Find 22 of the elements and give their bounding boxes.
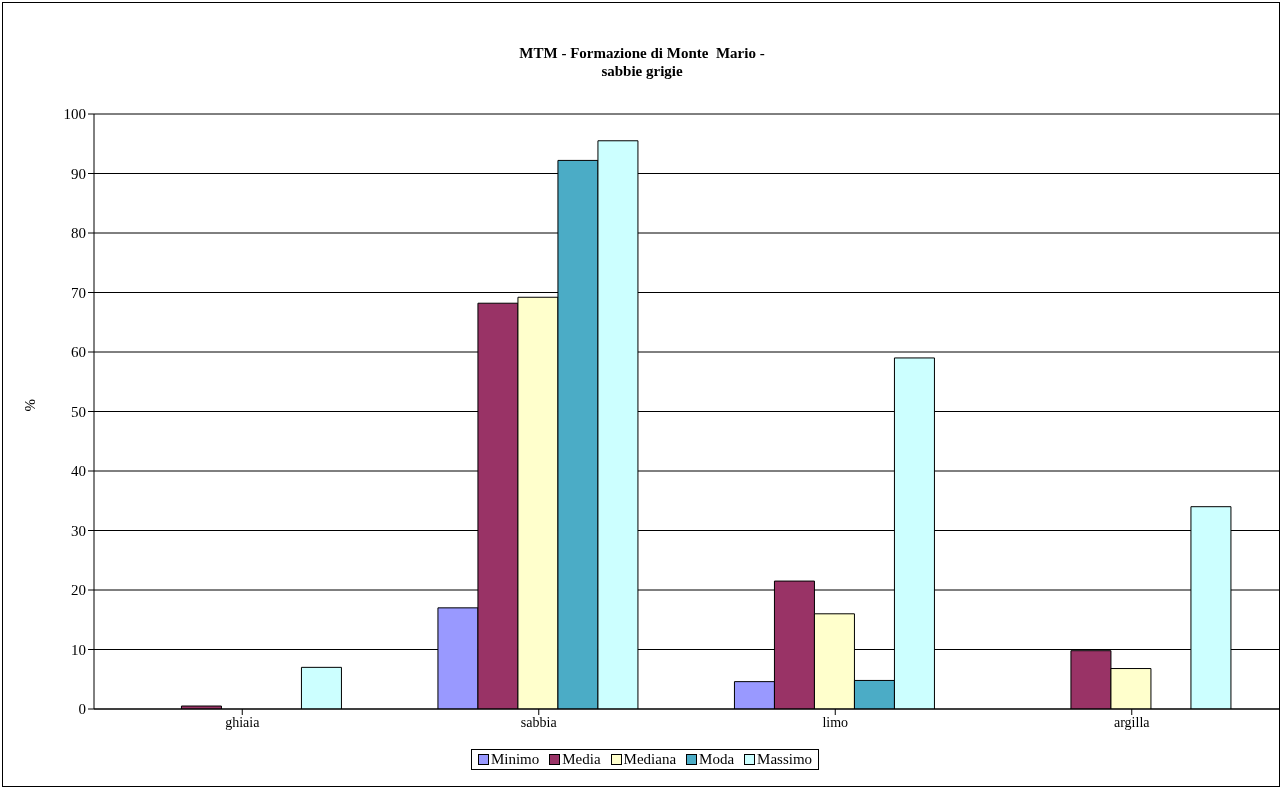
x-tick-label: limo (822, 714, 849, 730)
y-tick-label: 80 (71, 225, 86, 242)
legend-label: Media (561, 751, 601, 768)
y-tick-label: 40 (71, 463, 86, 480)
x-tick-label: sabbia (520, 714, 558, 730)
x-tick-label: ghiaia (225, 714, 261, 730)
chart-title: MTM - Formazione di Monte Mario - sabbie grigie (518, 44, 766, 80)
y-tick-label: 100 (63, 106, 86, 123)
y-tick-label: 20 (71, 582, 86, 599)
y-axis-title: % (22, 399, 39, 412)
x-tick-label: argilla (1113, 714, 1151, 730)
y-tick-label: 70 (71, 284, 86, 301)
y-tick-label: 90 (71, 165, 86, 182)
y-tick-label: 0 (78, 701, 86, 718)
legend-label: Massimo (756, 751, 813, 768)
legend-label: Mediana (622, 751, 677, 768)
y-tick-label: 60 (71, 344, 86, 361)
y-tick-label: 10 (71, 641, 86, 658)
legend-label: Moda (698, 751, 735, 768)
y-tick-label: 30 (71, 522, 86, 539)
legend-label: Minimo (489, 751, 540, 768)
y-tick-label: 50 (71, 403, 86, 420)
